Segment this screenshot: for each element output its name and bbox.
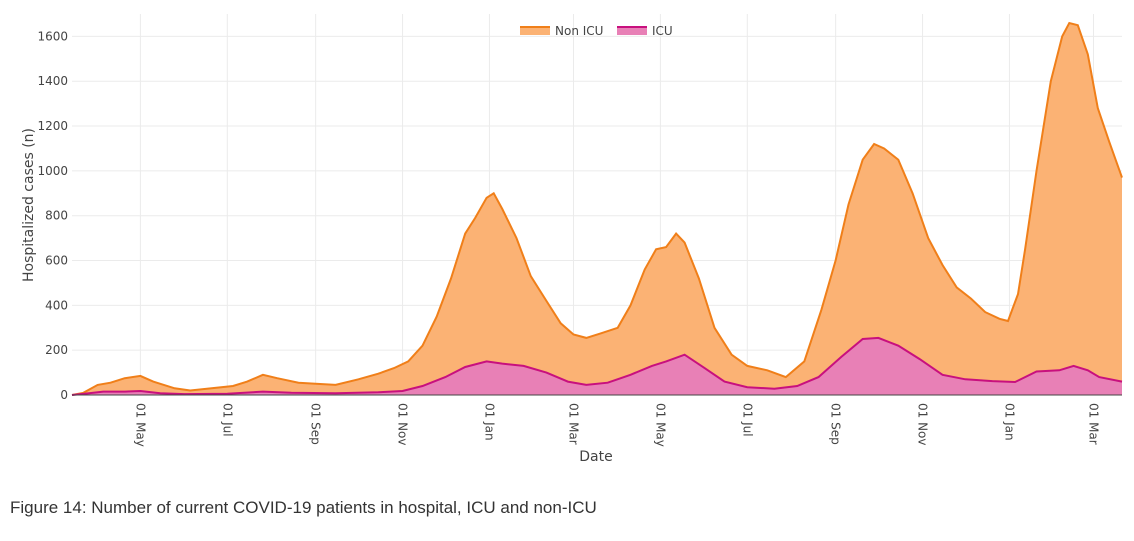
area-fill-icu	[72, 337, 1122, 395]
legend-swatch-icu	[617, 26, 647, 35]
x-tick-label-6: 01 May	[653, 403, 667, 447]
area-line-icu	[71, 336, 1123, 396]
x-tick-label-11: 01 Mar	[1087, 403, 1101, 445]
y-tick-label-1200: 1200	[37, 119, 68, 133]
x-axis-ticks: 01 May 01 Jul 01 Sep 01 Nov 01 Jan 01 Mar 01 M…	[133, 403, 1100, 447]
y-tick-label-400: 400	[45, 298, 68, 312]
legend[interactable]: Non ICU ICU	[520, 24, 673, 38]
x-axis-title: Date	[579, 449, 612, 465]
legend-swatch-non-icu	[520, 26, 550, 35]
legend-label-icu: ICU	[652, 24, 673, 38]
area-fill-non-icu	[72, 23, 1122, 395]
x-tick-label-9: 01 Nov	[916, 403, 930, 446]
y-tick-label-1000: 1000	[37, 164, 68, 178]
chart-areas	[71, 21, 1123, 396]
x-tick-label-10: 01 Jan	[1002, 403, 1016, 441]
x-tick-label-8: 01 Sep	[829, 403, 843, 445]
legend-label-non-icu: Non ICU	[555, 24, 603, 38]
y-axis-ticks: 0 200 400 600 800 1000 1200 1400 1600	[37, 29, 68, 402]
y-tick-label-0: 0	[60, 388, 68, 402]
x-tick-label-5: 01 Mar	[566, 403, 580, 445]
y-axis-title: Hospitalized cases (n)	[21, 128, 37, 282]
area-line-non-icu	[71, 21, 1123, 396]
x-tick-label-0: 01 May	[133, 403, 147, 447]
hospitalization-chart: 0 200 400 600 800 1000 1200 1400 1600 01 May 01 J…	[21, 14, 1123, 465]
x-tick-label-3: 01 Nov	[396, 403, 410, 446]
x-tick-label-1: 01 Jul	[220, 403, 234, 437]
y-tick-label-200: 200	[45, 343, 68, 357]
legend-item-non-icu[interactable]: Non ICU	[520, 24, 603, 38]
y-tick-label-1400: 1400	[37, 74, 68, 88]
y-tick-label-800: 800	[45, 209, 68, 223]
x-tick-label-7: 01 Jul	[740, 403, 754, 437]
y-tick-label-600: 600	[45, 254, 68, 268]
x-tick-label-2: 01 Sep	[309, 403, 323, 445]
figure-caption: Figure 14: Number of current COVID-19 pa…	[10, 498, 597, 517]
legend-item-icu[interactable]: ICU	[617, 24, 673, 38]
x-tick-label-4: 01 Jan	[482, 403, 496, 441]
y-tick-label-1600: 1600	[37, 29, 68, 43]
